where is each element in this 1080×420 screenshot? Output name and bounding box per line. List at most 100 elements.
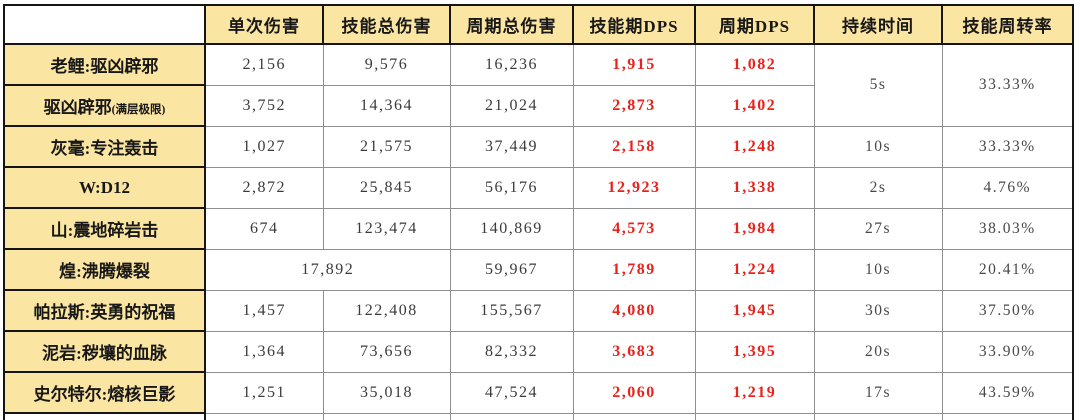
cell-cycle-dps: 1,945 <box>694 289 815 332</box>
table-row: 灰毫:专注轰击 1,027 21,575 37,449 2,158 1,248 … <box>3 125 1074 168</box>
cell-turnover-merged: 33.33% <box>941 43 1074 127</box>
table-row: 山:震地碎岩击 674 123,474 140,869 4,573 1,984 … <box>3 207 1074 250</box>
table-row: 老鲤:驱凶辟邪 2,156 9,576 16,236 1,915 1,082 5… <box>3 43 1074 127</box>
row-label: 老鲤:驱凶辟邪 <box>3 43 206 86</box>
cell-cycle-total-damage: 21,024 <box>449 84 574 127</box>
corner-cell <box>3 4 206 45</box>
cell-cycle-dps: 1,984 <box>694 207 815 250</box>
cell-cycle-total-damage: 82,332 <box>449 330 574 373</box>
row-label: 驱凶辟邪(满层极限) <box>3 84 206 127</box>
cell-single-damage: 1,251 <box>204 371 324 414</box>
cell-skill-dps: 2,873 <box>572 84 696 127</box>
dps-comparison-table: 单次伤害 技能总伤害 周期总伤害 技能期DPS 周期DPS 持续时间 技能周转率… <box>3 4 1074 420</box>
table-row: W:D12 2,872 25,845 56,176 12,923 1,338 2… <box>3 166 1074 209</box>
cell-cycle-dps: 1,248 <box>694 125 815 168</box>
cell-cycle-dps: 1,082 <box>694 43 815 86</box>
cell-empty <box>941 412 1074 420</box>
col-header-skill-dps: 技能期DPS <box>572 4 696 45</box>
cell-empty <box>3 412 206 420</box>
cell-turnover: 33.90% <box>941 330 1074 373</box>
cell-single-damage: 3,752 <box>204 84 324 127</box>
cell-cycle-dps: 1,224 <box>694 248 815 291</box>
cell-cycle-dps: 1,338 <box>694 166 815 209</box>
cell-skill-total-damage: 14,364 <box>322 84 451 127</box>
cell-single-damage: 2,872 <box>204 166 324 209</box>
row-label: 煌:沸腾爆裂 <box>3 248 206 291</box>
table-row: 帕拉斯:英勇的祝福 1,457 122,408 155,567 4,080 1,… <box>3 289 1074 332</box>
cell-single-damage: 1,027 <box>204 125 324 168</box>
cell-single-damage: 2,156 <box>204 43 324 86</box>
cell-skill-total-damage: 9,576 <box>322 43 451 86</box>
cell-empty <box>813 412 943 420</box>
cell-skill-total-damage: 73,656 <box>322 330 451 373</box>
row-label: W:D12 <box>3 166 206 209</box>
cell-empty <box>322 412 451 420</box>
row-label: 山:震地碎岩击 <box>3 207 206 250</box>
cell-cycle-total-damage: 140,869 <box>449 207 574 250</box>
table-row: 驱凶辟邪(满层极限) 3,752 14,364 21,024 2,873 1,4… <box>3 84 1073 127</box>
cell-cycle-total-damage: 37,449 <box>449 125 574 168</box>
row-label-text: 驱凶辟邪 <box>43 98 112 117</box>
col-header-skill-total-damage: 技能总伤害 <box>322 4 451 45</box>
cell-duration: 17s <box>813 371 943 414</box>
cell-cycle-dps: 1,219 <box>694 371 815 414</box>
cell-turnover: 37.50% <box>941 289 1074 332</box>
cell-skill-dps: 12,923 <box>572 166 696 209</box>
cell-cycle-total-damage: 16,236 <box>449 43 574 86</box>
cell-single-damage: 1,364 <box>204 330 324 373</box>
cell-duration: 27s <box>813 207 943 250</box>
cell-cycle-total-damage: 59,967 <box>449 248 574 291</box>
row-label: 灰毫:专注轰击 <box>3 125 206 168</box>
cell-cycle-dps: 1,395 <box>694 330 815 373</box>
col-header-cycle-dps: 周期DPS <box>694 4 815 45</box>
cell-skill-total-damage: 21,575 <box>322 125 451 168</box>
cell-skill-total-damage: 123,474 <box>322 207 451 250</box>
cell-cycle-total-damage: 56,176 <box>449 166 574 209</box>
cell-skill-dps: 1,915 <box>572 43 696 86</box>
row-label: 史尔特尔:熔核巨影 <box>3 371 206 414</box>
cell-cycle-dps: 1,402 <box>694 84 815 127</box>
cell-empty <box>572 412 696 420</box>
cell-turnover: 43.59% <box>941 371 1074 414</box>
cell-duration: 30s <box>813 289 943 332</box>
cell-skill-dps: 2,158 <box>572 125 696 168</box>
cell-single-damage: 674 <box>204 207 324 250</box>
row-label: 帕拉斯:英勇的祝福 <box>3 289 206 332</box>
cell-empty <box>204 412 324 420</box>
col-header-single-damage: 单次伤害 <box>204 4 324 45</box>
col-header-duration: 持续时间 <box>813 4 943 45</box>
cell-skill-total-damage: 25,845 <box>322 166 451 209</box>
cell-duration: 10s <box>813 125 943 168</box>
cell-cycle-total-damage: 47,524 <box>449 371 574 414</box>
cell-duration: 10s <box>813 248 943 291</box>
cell-skill-total-damage: 122,408 <box>322 289 451 332</box>
cell-skill-dps: 1,789 <box>572 248 696 291</box>
cell-duration: 20s <box>813 330 943 373</box>
cell-empty <box>449 412 574 420</box>
cell-duration: 2s <box>813 166 943 209</box>
cell-single-and-skill-total-merged: 17,892 <box>204 248 451 291</box>
col-header-cycle-total-damage: 周期总伤害 <box>449 4 574 45</box>
cell-single-damage: 1,457 <box>204 289 324 332</box>
cell-turnover: 38.03% <box>941 207 1074 250</box>
cell-skill-dps: 2,060 <box>572 371 696 414</box>
col-header-turnover-rate: 技能周转率 <box>941 4 1074 45</box>
row-label: 泥岩:秽壤的血脉 <box>3 330 206 373</box>
cell-turnover: 20.41% <box>941 248 1074 291</box>
cell-empty <box>694 412 815 420</box>
row-label-suffix: (满层极限) <box>111 104 166 116</box>
cell-cycle-total-damage: 155,567 <box>449 289 574 332</box>
table-row-clipped <box>3 412 1074 420</box>
table-row: 煌:沸腾爆裂 17,892 59,967 1,789 1,224 10s 20.… <box>3 248 1074 291</box>
cell-turnover: 4.76% <box>941 166 1074 209</box>
cell-skill-dps: 3,683 <box>572 330 696 373</box>
table-row: 史尔特尔:熔核巨影 1,251 35,018 47,524 2,060 1,21… <box>3 371 1074 414</box>
cell-skill-dps: 4,080 <box>572 289 696 332</box>
cell-skill-dps: 4,573 <box>572 207 696 250</box>
cell-turnover: 33.33% <box>941 125 1074 168</box>
header-row: 单次伤害 技能总伤害 周期总伤害 技能期DPS 周期DPS 持续时间 技能周转率 <box>3 4 1074 45</box>
cell-duration-merged: 5s <box>813 43 943 127</box>
table-row: 泥岩:秽壤的血脉 1,364 73,656 82,332 3,683 1,395… <box>3 330 1074 373</box>
cell-skill-total-damage: 35,018 <box>322 371 451 414</box>
